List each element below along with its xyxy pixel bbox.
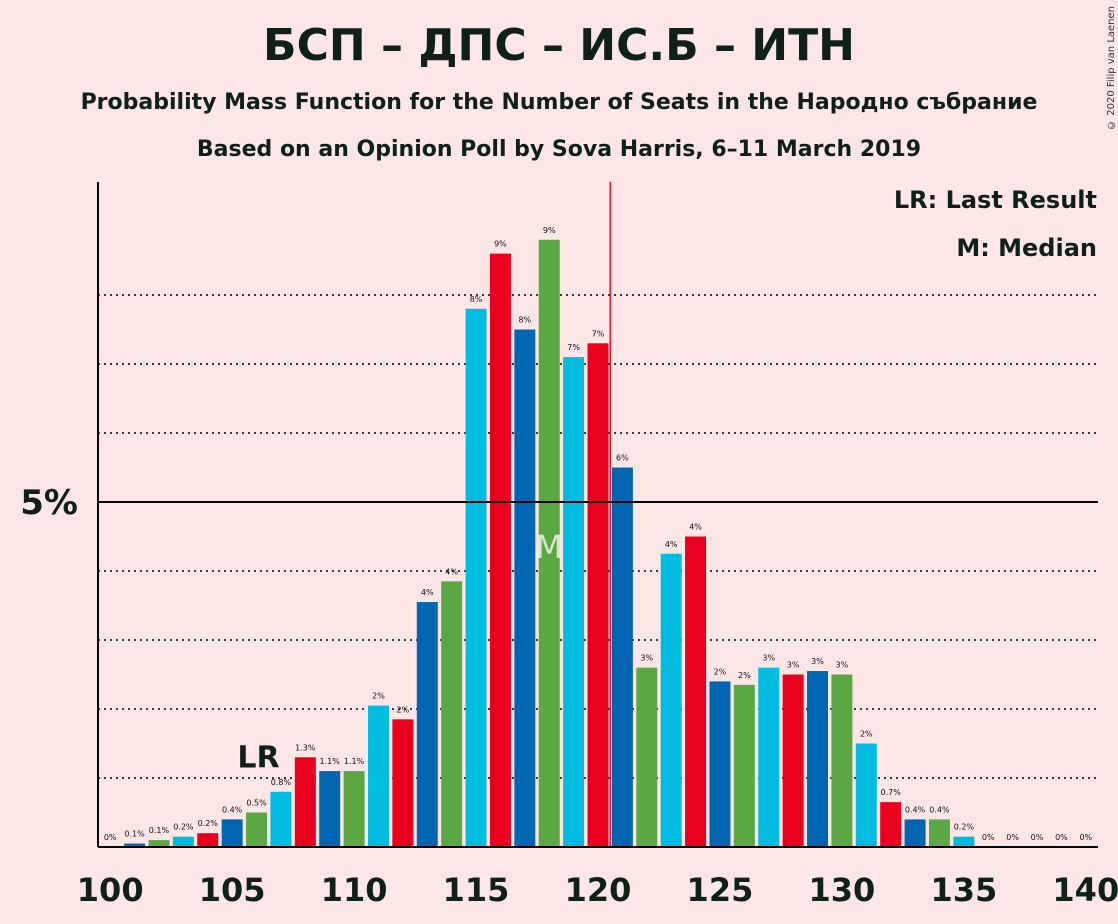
x-tick-label-140: 140 [1052,871,1118,909]
bar-label-seat-129: 3% [811,657,824,666]
bar-seat-114 [441,581,463,847]
bar-label-seat-126: 2% [738,671,751,680]
bar-label-seat-122: 3% [640,654,653,663]
bar-label-seat-113: 4% [421,588,434,597]
bar-label-seat-115: 8% [470,295,483,304]
bar-seat-102 [148,840,170,847]
bar-label-seat-103: 0.2% [173,823,194,832]
bar-label-seat-111: 2% [372,692,385,701]
bar-seat-129 [807,671,828,847]
bar-label-seat-139: 0% [1055,833,1068,842]
bar-seat-118 [538,239,560,848]
bar-label-seat-100: 0% [104,833,117,842]
bars [124,239,975,848]
bar-seat-103 [172,836,194,847]
bar-seat-124 [685,536,707,847]
bar-label-seat-105: 0.4% [222,805,243,814]
bar-seat-115 [465,308,487,847]
bar-label-seat-116: 9% [494,240,507,249]
bar-seat-107 [270,791,292,847]
bar-seat-108 [294,757,316,847]
x-tick-label-110: 110 [321,871,388,909]
y-tick-label-5: 5% [20,483,78,523]
bar-label-seat-127: 3% [762,654,775,663]
bar-label-seat-107: 0.8% [271,778,292,787]
x-tick-label-100: 100 [77,871,144,909]
bar-seat-110 [343,771,365,847]
bar-seat-121 [611,467,633,847]
bar-label-seat-114: 4% [445,567,458,576]
legend-median: M: Median [956,234,1097,262]
bar-seat-105 [221,819,243,847]
page-subtitle: Probability Mass Function for the Number… [80,90,1038,115]
page-source: Based on an Opinion Poll by Sova Harris,… [196,137,922,162]
bar-label-seat-119: 7% [567,343,580,352]
x-tick-label-125: 125 [687,871,754,909]
bar-label-seat-120: 7% [592,329,605,338]
bar-label-seat-138: 0% [1031,833,1044,842]
bar-label-seat-118: 9% [543,226,556,235]
x-tick-label-120: 120 [565,871,632,909]
bar-seat-128 [782,674,804,847]
bar-seat-126 [733,684,755,847]
bar-label-seat-110: 1.1% [344,757,365,766]
bar-seat-117 [514,329,536,847]
bar-label-seat-136: 0% [982,833,995,842]
bar-seat-106 [246,812,268,847]
bar-seat-111 [368,705,389,847]
bar-seat-133 [904,819,926,847]
x-tick-label-105: 105 [199,871,266,909]
bar-label-seat-112: 2% [397,705,410,714]
page-title: БСП – ДПС – ИС.Б – ИТН [263,20,855,71]
bar-label-seat-101: 0.1% [124,830,145,839]
bar-seat-127 [758,667,780,847]
bar-seat-112 [392,719,414,847]
bar-seat-130 [831,674,853,847]
bar-label-seat-104: 0.2% [198,819,219,828]
bar-label-seat-137: 0% [1006,833,1019,842]
bar-seat-123 [660,553,682,847]
annotations: LR M [237,182,611,847]
bar-label-seat-134: 0.4% [929,805,950,814]
x-tick-label-135: 135 [930,871,997,909]
bar-label-seat-131: 2% [860,730,873,739]
bar-label-seat-117: 8% [518,316,531,325]
bar-seat-113 [416,602,438,847]
bar-label-seat-128: 3% [787,661,800,670]
bar-label-seat-132: 0.7% [881,788,902,797]
bar-seat-125 [709,681,731,847]
legend-last-result: LR: Last Result [894,186,1097,214]
bar-seat-104 [197,833,219,847]
bar-seat-132 [880,802,902,847]
bar-label-seat-108: 1.3% [295,743,316,752]
bar-seat-134 [928,819,950,847]
axes: 5% 100 105 110 115 120 125 130 135 140 [20,182,1118,909]
x-tick-label-130: 130 [809,871,876,909]
bar-seat-119 [563,357,585,847]
bar-seat-135 [953,836,975,847]
bar-label-seat-130: 3% [836,661,849,670]
bar-seat-122 [636,667,658,847]
x-tick-label-115: 115 [443,871,510,909]
bar-seat-116 [489,253,511,848]
bar-label-seat-123: 4% [665,540,678,549]
bar-label-seat-106: 0.5% [246,799,267,808]
bar-label-seat-133: 0.4% [905,805,926,814]
bar-seat-120 [587,343,609,847]
bar-label-seat-102: 0.1% [149,826,170,835]
bar-label-seat-140: 0% [1079,833,1092,842]
bar-seat-109 [319,771,341,847]
bar-seat-101 [124,843,146,847]
last-result-marker: LR [237,741,279,776]
bar-label-seat-109: 1.1% [320,757,341,766]
median-marker: M [535,528,563,566]
bar-label-seat-135: 0.2% [954,823,975,832]
bar-label-seat-121: 6% [616,454,629,463]
bar-labels: 0% 0.1% 0.1% 0.2% 0.2%0.4%0.5%0.8%1.3%1.1% 1.… [104,226,1093,842]
bar-label-seat-124: 4% [689,523,702,532]
bar-seat-131 [855,743,877,847]
bar-label-seat-125: 2% [714,667,727,676]
